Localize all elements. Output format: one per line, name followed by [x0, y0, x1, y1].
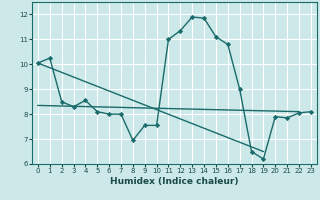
X-axis label: Humidex (Indice chaleur): Humidex (Indice chaleur) [110, 177, 239, 186]
